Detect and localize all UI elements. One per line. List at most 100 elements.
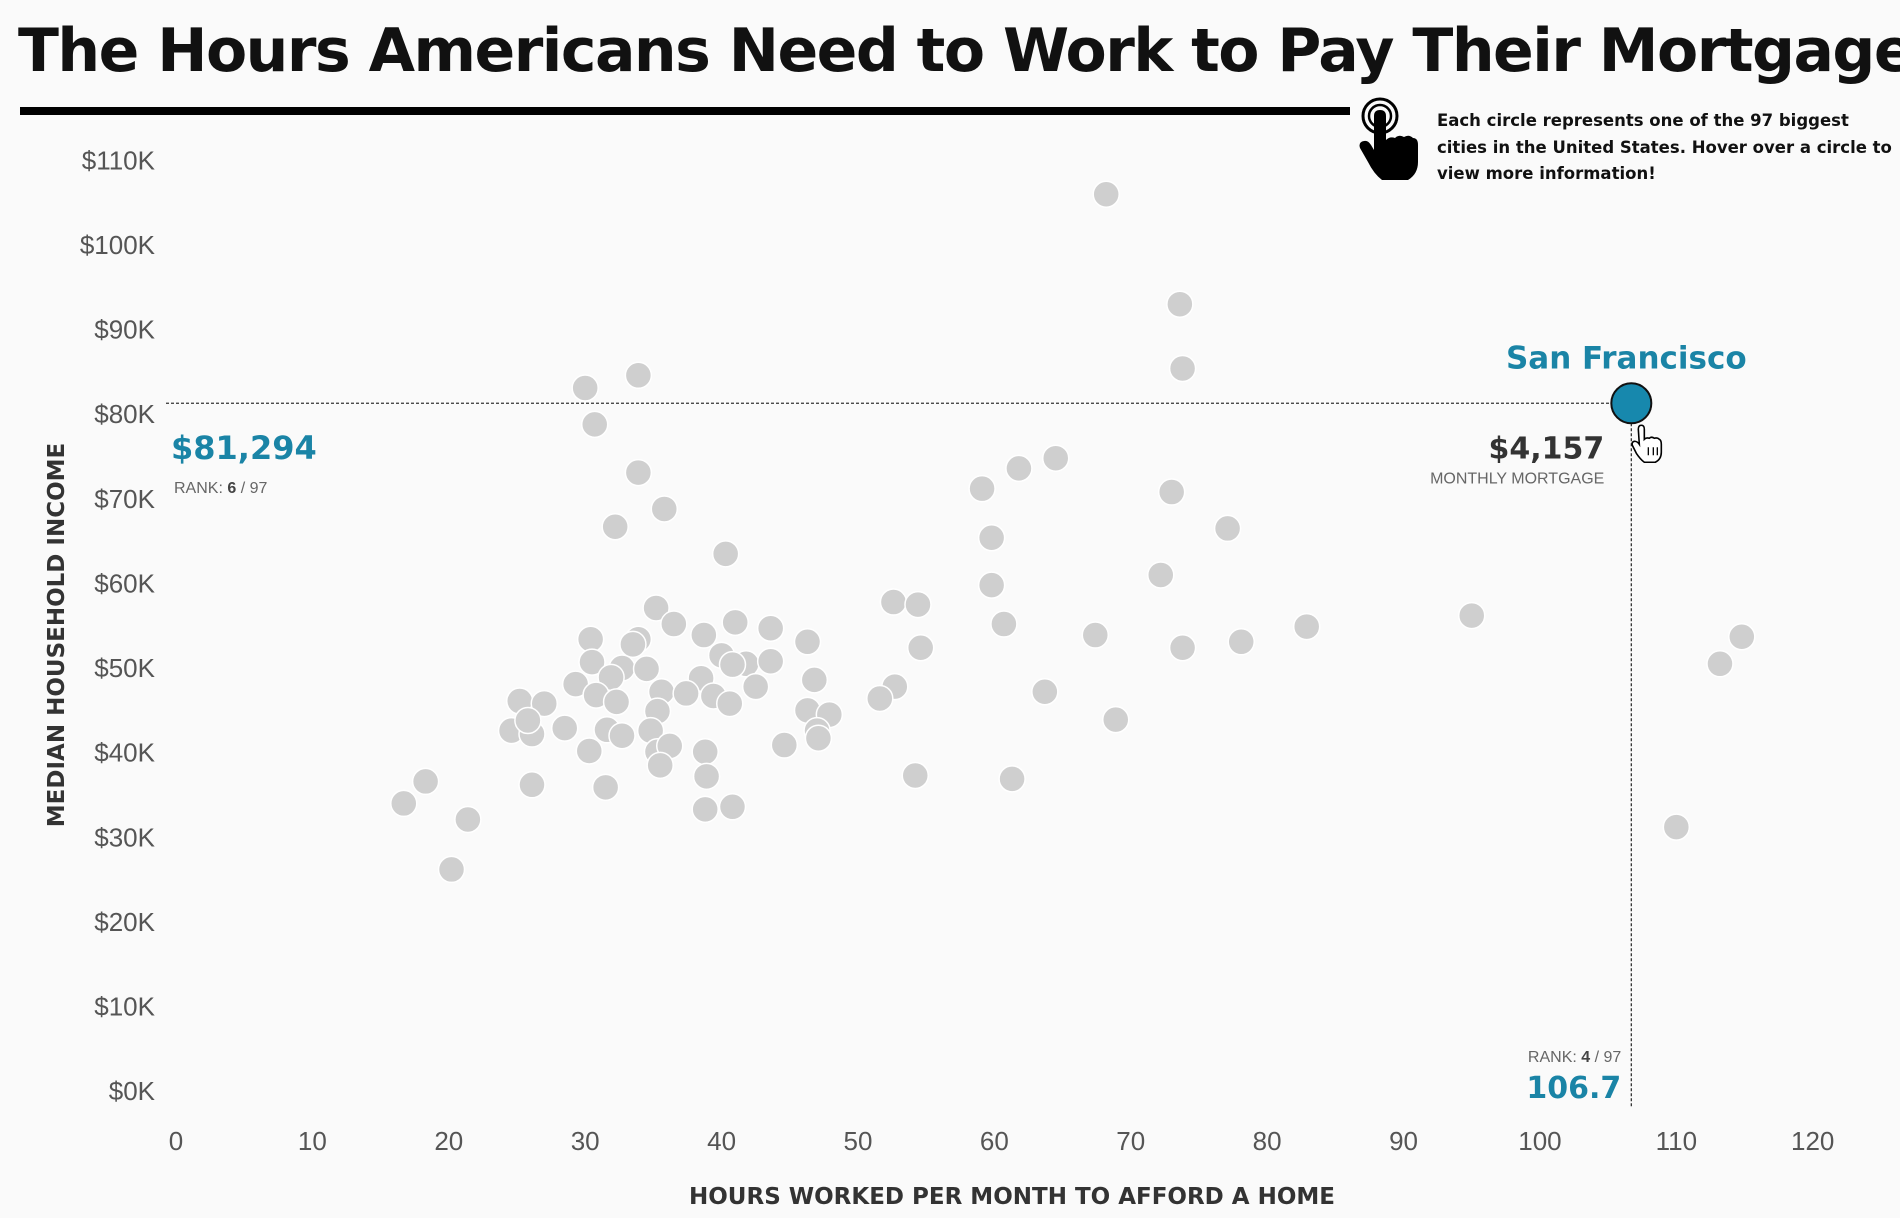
city-point[interactable]: [571, 374, 599, 402]
city-point[interactable]: [793, 628, 822, 656]
city-point[interactable]: [514, 706, 542, 735]
city-point[interactable]: [1166, 290, 1194, 318]
city-point[interactable]: [660, 610, 688, 638]
city-point[interactable]: [1292, 612, 1321, 641]
hours-rank-label: RANK: 4 / 97: [1528, 1049, 1621, 1066]
city-point[interactable]: [741, 672, 770, 701]
x-tick-label: 90: [1389, 1126, 1418, 1156]
city-point[interactable]: [756, 614, 785, 643]
city-point[interactable]: [646, 751, 674, 780]
highlight-income-label: $81,294: [171, 429, 317, 467]
city-point[interactable]: [578, 648, 606, 676]
y-tick-label: $90K: [94, 315, 155, 345]
city-point[interactable]: [518, 771, 546, 799]
x-tick-label: 50: [844, 1126, 873, 1156]
city-point[interactable]: [1147, 561, 1175, 589]
city-point[interactable]: [977, 571, 1006, 599]
city-point[interactable]: [1706, 650, 1734, 678]
city-point[interactable]: [454, 805, 482, 834]
city-point[interactable]: [632, 655, 661, 683]
y-axis: $0K $10K $20K $30K $40K $50K $60K $70K $80K $90K $…: [80, 145, 156, 1106]
city-point[interactable]: [608, 721, 636, 750]
city-point[interactable]: [804, 724, 833, 753]
x-tick-label: 30: [571, 1126, 600, 1156]
city-dots: [390, 180, 1756, 884]
city-point[interactable]: [1728, 622, 1756, 651]
city-point[interactable]: [1102, 705, 1130, 734]
city-point[interactable]: [692, 762, 721, 791]
city-point[interactable]: [575, 737, 604, 765]
y-tick-label: $30K: [94, 822, 155, 852]
city-point[interactable]: [1662, 813, 1691, 841]
city-point[interactable]: [968, 474, 996, 503]
x-tick-label: 60: [980, 1126, 1009, 1156]
city-point[interactable]: [672, 679, 700, 708]
city-point[interactable]: [390, 789, 418, 818]
city-point[interactable]: [1168, 354, 1197, 383]
city-point[interactable]: [977, 523, 1006, 552]
city-point[interactable]: [901, 761, 930, 790]
y-tick-label: $100K: [80, 230, 156, 260]
city-point[interactable]: [718, 650, 747, 679]
hand-cursor-icon: [1631, 424, 1663, 464]
city-point[interactable]: [906, 633, 935, 662]
x-tick-label: 10: [298, 1126, 327, 1156]
city-point[interactable]: [770, 731, 799, 759]
city-point[interactable]: [1157, 478, 1186, 506]
city-point[interactable]: [716, 689, 744, 718]
city-point[interactable]: [650, 495, 679, 523]
y-tick-label: $50K: [94, 653, 155, 683]
city-point[interactable]: [721, 608, 749, 637]
highlight-point[interactable]: [1610, 382, 1653, 425]
city-point[interactable]: [1041, 444, 1070, 472]
city-point[interactable]: [1213, 514, 1242, 543]
city-point[interactable]: [711, 540, 740, 568]
city-point[interactable]: [619, 630, 647, 659]
city-point[interactable]: [624, 458, 653, 487]
city-point[interactable]: [576, 625, 605, 654]
city-point[interactable]: [437, 855, 466, 884]
city-point[interactable]: [1092, 180, 1120, 208]
city-point[interactable]: [691, 738, 719, 766]
monthly-mortgage-value: $4,157: [1489, 431, 1605, 466]
city-point[interactable]: [602, 688, 631, 716]
city-point[interactable]: [879, 588, 908, 616]
highlight-city-name: San Francisco: [1506, 340, 1747, 376]
city-point[interactable]: [591, 773, 620, 802]
city-point[interactable]: [756, 647, 785, 676]
city-point[interactable]: [904, 590, 932, 619]
instructions-text: Each circle represents one of the 97 big…: [1437, 111, 1892, 183]
y-tick-label: $20K: [94, 907, 155, 937]
city-point[interactable]: [601, 512, 629, 541]
city-point[interactable]: [1031, 677, 1059, 706]
city-point[interactable]: [998, 765, 1026, 793]
city-point[interactable]: [580, 410, 609, 439]
x-tick-label: 70: [1116, 1126, 1145, 1156]
city-point[interactable]: [1227, 628, 1255, 656]
city-point[interactable]: [866, 684, 894, 713]
city-point[interactable]: [691, 795, 719, 824]
city-point[interactable]: [624, 361, 653, 390]
y-tick-label: $10K: [94, 991, 155, 1021]
city-point[interactable]: [1081, 621, 1110, 649]
x-tick-label: 0: [169, 1126, 183, 1156]
city-point[interactable]: [718, 793, 747, 821]
city-point[interactable]: [990, 610, 1018, 638]
city-point[interactable]: [411, 767, 440, 796]
x-tick-label: 20: [434, 1126, 463, 1156]
city-point[interactable]: [690, 621, 718, 649]
y-tick-label: $40K: [94, 738, 155, 768]
city-point[interactable]: [1457, 601, 1486, 630]
highlight-hours-label: 106.7: [1526, 1071, 1621, 1106]
city-point[interactable]: [1168, 633, 1197, 662]
x-tick-label: 110: [1656, 1126, 1697, 1156]
city-point[interactable]: [642, 594, 670, 622]
city-point[interactable]: [1005, 454, 1033, 483]
x-tick-label: 40: [707, 1126, 736, 1156]
y-tick-label: $110K: [82, 145, 156, 175]
city-point[interactable]: [530, 689, 559, 718]
city-point[interactable]: [550, 714, 579, 742]
x-tick-label: 80: [1253, 1126, 1282, 1156]
city-point[interactable]: [800, 666, 829, 694]
